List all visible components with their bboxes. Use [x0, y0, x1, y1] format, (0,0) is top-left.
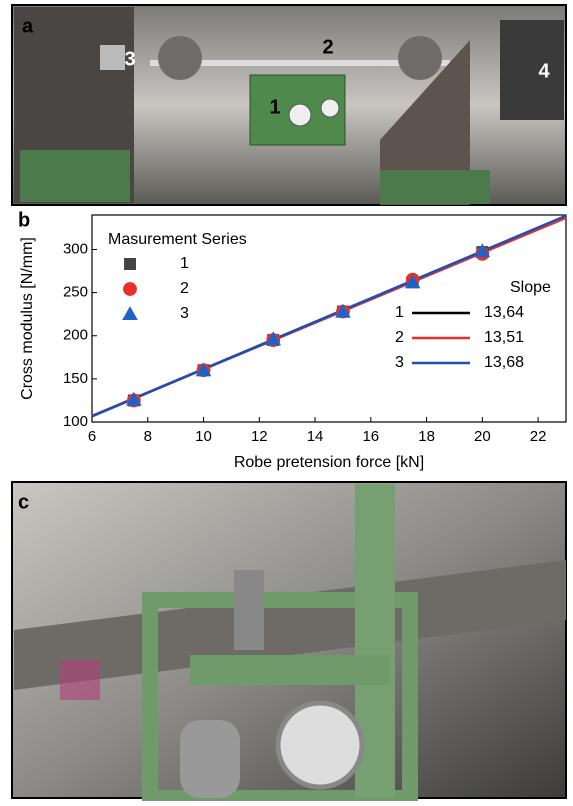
photo-a — [12, 5, 566, 205]
legend-marker — [123, 282, 137, 296]
legend-title: Masurement Series — [108, 231, 247, 248]
panel-label: b — [18, 209, 30, 231]
legend-marker — [124, 258, 136, 270]
photo-label: 2 — [322, 36, 333, 58]
fit-legend-label: 3 — [395, 354, 404, 371]
legend-label: 1 — [180, 255, 189, 272]
y-tick-label: 150 — [63, 370, 88, 387]
panel-label: c — [18, 491, 29, 513]
legend-label: 3 — [180, 305, 189, 322]
fit-legend-label: 2 — [395, 329, 404, 346]
photo-c — [12, 482, 566, 798]
slope-label: 13,68 — [484, 354, 524, 371]
slope-label: 13,51 — [484, 329, 524, 346]
x-tick-label: 8 — [144, 428, 152, 445]
photo-label: 3 — [124, 48, 135, 70]
x-tick-label: 14 — [307, 428, 324, 445]
x-tick-label: 10 — [195, 428, 212, 445]
x-tick-label: 22 — [530, 428, 547, 445]
x-axis-label: Robe pretension force [kN] — [234, 454, 424, 471]
legend-label: 2 — [180, 280, 189, 297]
x-tick-label: 6 — [88, 428, 96, 445]
fit-legend-title: Slope — [510, 279, 551, 296]
x-tick-label: 16 — [362, 428, 379, 445]
y-tick-label: 250 — [63, 284, 88, 301]
x-tick-label: 12 — [251, 428, 268, 445]
figure: 6810121416182022100150200250300Robe pret… — [0, 0, 573, 801]
fit-legend-label: 1 — [395, 304, 404, 321]
y-tick-label: 200 — [63, 327, 88, 344]
photo-label: 4 — [538, 60, 550, 82]
x-tick-label: 20 — [474, 428, 491, 445]
photo-label: 1 — [269, 96, 280, 118]
page: 6810121416182022100150200250300Robe pret… — [0, 0, 573, 801]
x-tick-label: 18 — [418, 428, 435, 445]
y-tick-label: 100 — [63, 413, 88, 430]
y-axis-label: Cross modulus [N/mm] — [19, 237, 36, 400]
panel-label: a — [22, 15, 34, 37]
slope-label: 13,64 — [484, 304, 524, 321]
y-tick-label: 300 — [63, 240, 88, 257]
